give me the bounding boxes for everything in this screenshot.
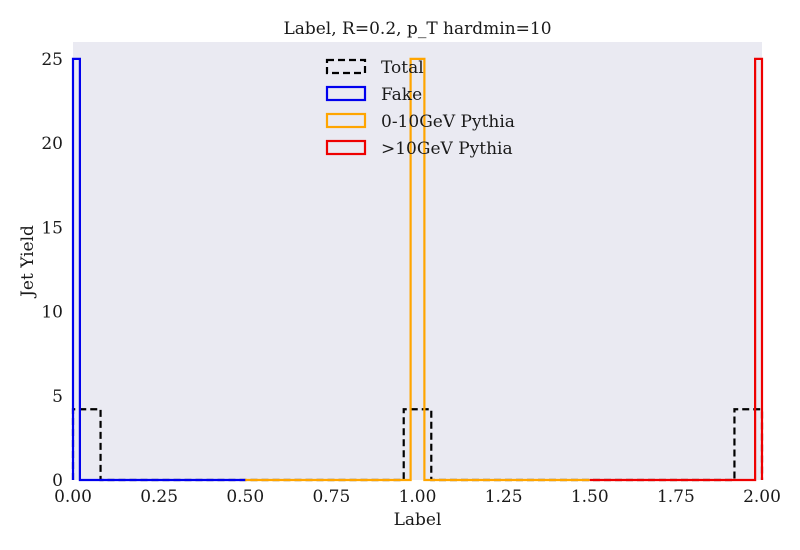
y-tick-label: 20 — [41, 134, 63, 154]
series-layer — [71, 57, 764, 482]
legend-swatch — [325, 58, 367, 75]
x-tick-label: 1.75 — [657, 487, 695, 507]
legend-label: Total — [381, 58, 424, 78]
x-tick-label: 2.00 — [743, 487, 781, 507]
y-tick-label: 0 — [52, 471, 63, 491]
chart-title: Label, R=0.2, p_T hardmin=10 — [283, 19, 551, 39]
x-tick-label: 1.50 — [571, 487, 609, 507]
x-tick-label: 0.75 — [312, 487, 350, 507]
x-tick-label: 0.00 — [54, 487, 92, 507]
y-axis-ticks: 0 5 10 15 20 25 — [41, 50, 63, 491]
series-fake-step — [71, 57, 246, 482]
series-total-step — [71, 408, 764, 482]
plot-background — [73, 42, 762, 480]
y-tick-label: 15 — [41, 218, 63, 238]
legend-swatch — [325, 139, 367, 156]
x-tick-label: 1.25 — [485, 487, 523, 507]
y-tick-label: 25 — [41, 50, 63, 70]
series-10gev-pythia-step — [589, 57, 764, 482]
x-axis-label: Label — [394, 510, 442, 530]
x-tick-label: 0.50 — [226, 487, 264, 507]
legend-label: Fake — [381, 85, 422, 105]
y-tick-label: 5 — [52, 387, 63, 407]
legend: Total Fake 0-10GeV Pythia >10GeV Pythia — [325, 58, 515, 159]
legend-label: >10GeV Pythia — [381, 139, 513, 159]
y-axis-label: Jet Yield — [18, 225, 38, 299]
legend-swatch — [325, 85, 367, 102]
legend-swatch — [325, 112, 367, 129]
legend-label: 0-10GeV Pythia — [381, 112, 515, 132]
x-tick-label: 0.25 — [140, 487, 178, 507]
series-0-10gev-pythia-step — [245, 57, 590, 482]
y-tick-label: 10 — [41, 303, 63, 323]
x-axis-ticks: 0.00 0.25 0.50 0.75 1.00 1.25 1.50 1.75 2.00 — [54, 487, 781, 507]
x-tick-label: 1.00 — [399, 487, 437, 507]
